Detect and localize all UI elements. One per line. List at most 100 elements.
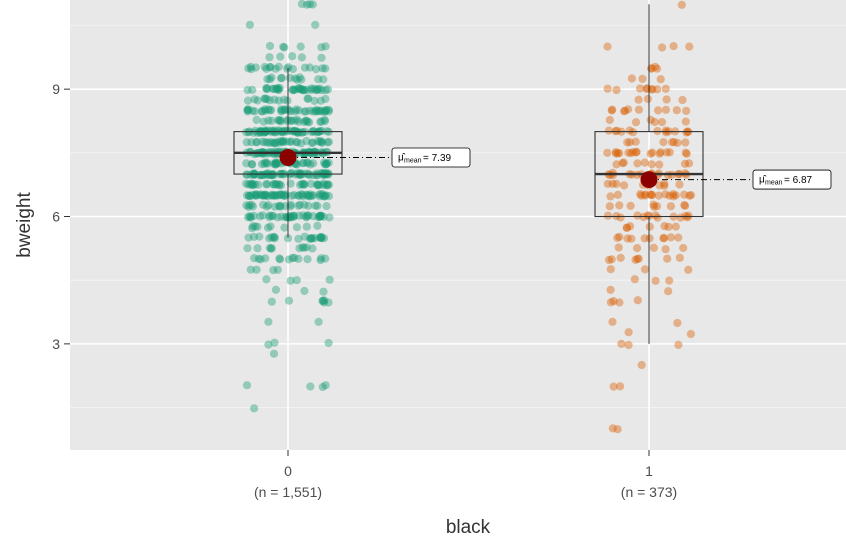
data-point bbox=[307, 234, 316, 243]
data-point bbox=[260, 138, 269, 147]
data-point bbox=[322, 159, 331, 168]
data-point bbox=[270, 338, 279, 347]
data-point bbox=[242, 179, 251, 188]
data-point bbox=[684, 265, 693, 274]
data-point bbox=[267, 297, 276, 306]
data-point bbox=[603, 211, 613, 220]
data-point bbox=[283, 64, 292, 73]
data-point bbox=[276, 117, 285, 126]
data-point bbox=[252, 138, 261, 147]
data-point bbox=[606, 285, 615, 294]
data-point bbox=[295, 73, 304, 82]
label-layer: μ̂ mean = 7.39μ̂ mean = 6.87 bbox=[391, 147, 832, 190]
data-point bbox=[262, 94, 271, 104]
data-point bbox=[664, 287, 673, 296]
data-point bbox=[267, 126, 276, 135]
data-point bbox=[305, 0, 314, 9]
mean-label-subscript: mean bbox=[765, 180, 783, 187]
data-point bbox=[631, 137, 640, 146]
data-point bbox=[250, 404, 259, 413]
data-point bbox=[665, 148, 674, 157]
data-point bbox=[270, 191, 279, 200]
data-point bbox=[613, 233, 622, 242]
data-point bbox=[273, 265, 282, 274]
data-point bbox=[317, 234, 326, 243]
data-point bbox=[680, 190, 689, 199]
data-point bbox=[281, 213, 290, 222]
data-point bbox=[321, 254, 330, 263]
data-point bbox=[316, 233, 325, 242]
data-point bbox=[292, 276, 301, 285]
mean-label-value: = 7.39 bbox=[423, 153, 452, 164]
data-point bbox=[656, 148, 665, 157]
data-point bbox=[614, 243, 623, 252]
data-point bbox=[272, 158, 281, 167]
data-point bbox=[287, 169, 296, 178]
x-tick-label: 1 bbox=[645, 463, 653, 479]
data-point bbox=[286, 276, 295, 285]
data-point bbox=[661, 126, 670, 135]
data-point bbox=[298, 243, 307, 252]
data-point bbox=[276, 201, 285, 210]
data-point bbox=[669, 42, 678, 51]
data-point bbox=[649, 243, 659, 252]
data-point bbox=[650, 202, 659, 211]
data-point bbox=[300, 107, 309, 116]
data-point bbox=[250, 95, 259, 104]
data-point bbox=[315, 211, 324, 220]
data-point bbox=[319, 234, 329, 243]
data-point bbox=[270, 202, 280, 211]
data-point bbox=[608, 317, 617, 326]
data-point bbox=[266, 244, 276, 253]
data-point bbox=[247, 190, 257, 199]
data-point bbox=[247, 65, 256, 74]
data-point bbox=[256, 126, 265, 135]
data-point bbox=[294, 128, 303, 137]
data-point bbox=[605, 202, 614, 211]
data-point bbox=[634, 105, 644, 114]
data-point bbox=[318, 190, 327, 199]
data-point bbox=[622, 223, 631, 232]
data-point bbox=[623, 234, 632, 243]
data-point bbox=[315, 84, 324, 93]
data-point bbox=[274, 159, 283, 168]
data-point bbox=[633, 254, 642, 263]
data-point bbox=[612, 179, 621, 188]
data-point bbox=[306, 160, 315, 169]
data-point bbox=[276, 74, 286, 83]
data-point bbox=[314, 181, 323, 190]
data-point bbox=[277, 105, 286, 114]
data-point bbox=[296, 169, 305, 178]
data-point bbox=[297, 128, 307, 137]
data-point bbox=[625, 126, 634, 135]
mean-label-box bbox=[752, 169, 832, 190]
data-point bbox=[248, 85, 257, 94]
data-point bbox=[669, 190, 678, 199]
data-point bbox=[643, 94, 653, 104]
data-point bbox=[603, 148, 612, 157]
data-point bbox=[615, 149, 624, 158]
data-point bbox=[318, 64, 327, 73]
data-point bbox=[615, 232, 624, 241]
data-point bbox=[270, 191, 279, 200]
data-point bbox=[607, 106, 616, 115]
data-point bbox=[655, 181, 664, 190]
data-point bbox=[305, 106, 315, 115]
data-point bbox=[637, 191, 646, 200]
data-point bbox=[248, 180, 257, 189]
data-point bbox=[274, 126, 283, 135]
data-point bbox=[248, 202, 257, 211]
data-point bbox=[321, 64, 330, 73]
data-point bbox=[273, 213, 282, 222]
data-point bbox=[294, 117, 303, 126]
data-point bbox=[660, 222, 669, 231]
y-tick-label: 9 bbox=[52, 81, 60, 97]
data-point bbox=[317, 254, 326, 263]
data-point bbox=[288, 64, 297, 74]
y-tick-label: 3 bbox=[52, 336, 60, 352]
data-point bbox=[242, 381, 252, 390]
data-point bbox=[244, 180, 253, 189]
data-point bbox=[259, 200, 268, 209]
data-point bbox=[640, 234, 649, 243]
